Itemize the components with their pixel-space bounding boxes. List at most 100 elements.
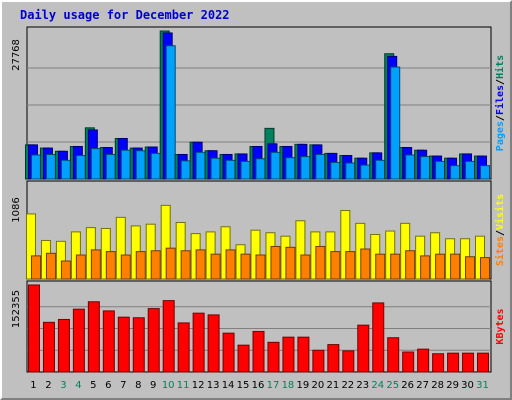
bar-kbytes-15 — [237, 344, 250, 373]
ymax-label-bot: 152355 — [11, 290, 22, 328]
bar-pages-31 — [480, 165, 491, 180]
bar-sites-18 — [285, 246, 296, 280]
bar-kbytes-1 — [27, 284, 40, 373]
x-tick-label: 15 — [237, 380, 250, 391]
bar-kbytes-5 — [87, 301, 100, 373]
bar-sites-1 — [30, 255, 41, 280]
bar-kbytes-24 — [372, 302, 385, 373]
legend-kbytes: KBytes — [495, 308, 506, 344]
bar-pages-22 — [345, 162, 356, 180]
bar-pages-20 — [315, 153, 326, 180]
bar-kbytes-10 — [162, 300, 175, 373]
x-tick-label: 7 — [120, 380, 126, 391]
bar-pages-7 — [120, 149, 131, 180]
bar-kbytes-3 — [57, 318, 70, 373]
bar-pages-17 — [270, 151, 281, 180]
bar-sites-20 — [315, 245, 326, 280]
bar-pages-23 — [360, 164, 371, 180]
bar-kbytes-28 — [432, 353, 445, 373]
x-tick-label: 1 — [30, 380, 36, 391]
x-tick-label: 21 — [326, 380, 339, 391]
bar-kbytes-16 — [252, 330, 265, 373]
bar-sites-16 — [255, 254, 266, 280]
x-tick-label: 18 — [282, 380, 295, 391]
x-tick-label: 22 — [341, 380, 354, 391]
x-tick-label: 26 — [401, 380, 414, 391]
x-tick-label: 25 — [386, 380, 399, 391]
bar-kbytes-17 — [267, 341, 280, 373]
chart-title: Daily usage for December 2022 — [20, 8, 230, 22]
bar-kbytes-26 — [402, 351, 415, 373]
bar-sites-6 — [105, 251, 116, 280]
bar-sites-8 — [135, 251, 146, 280]
bar-pages-21 — [330, 161, 341, 180]
bar-sites-27 — [420, 255, 431, 280]
x-tick-label: 19 — [297, 380, 310, 391]
x-tick-label: 8 — [135, 380, 141, 391]
x-tick-label: 12 — [192, 380, 205, 391]
x-tick-label: 23 — [356, 380, 369, 391]
x-tick-label: 4 — [75, 380, 81, 391]
bar-pages-26 — [405, 154, 416, 180]
bar-kbytes-19 — [297, 336, 310, 373]
x-tick-label: 10 — [162, 380, 175, 391]
x-tick-label: 30 — [461, 380, 474, 391]
legend-sites: Sites — [494, 236, 506, 266]
bar-pages-3 — [60, 159, 71, 180]
x-tick-label: 17 — [267, 380, 280, 391]
bar-pages-29 — [450, 165, 461, 180]
bar-pages-28 — [435, 160, 446, 180]
x-tick-label: 16 — [252, 380, 265, 391]
bar-sites-7 — [120, 254, 131, 280]
bar-sites-10 — [165, 247, 176, 280]
bar-kbytes-14 — [222, 332, 235, 373]
bar-pages-13 — [210, 157, 221, 180]
bar-sites-24 — [375, 253, 386, 280]
bar-kbytes-27 — [417, 348, 430, 373]
bar-kbytes-22 — [342, 350, 355, 373]
x-tick-label: 29 — [446, 380, 459, 391]
bar-pages-11 — [180, 160, 191, 180]
bar-pages-6 — [105, 153, 116, 180]
bar-pages-25 — [390, 66, 401, 180]
x-tick-label: 13 — [207, 380, 220, 391]
bar-sites-22 — [345, 251, 356, 280]
legend-visits: Visits — [494, 194, 506, 230]
x-tick-label: 3 — [60, 380, 66, 391]
bar-kbytes-11 — [177, 322, 190, 373]
bar-pages-8 — [135, 150, 146, 180]
bar-kbytes-6 — [102, 310, 115, 373]
bar-kbytes-21 — [327, 344, 340, 373]
x-tick-label: 31 — [476, 380, 489, 391]
bar-sites-15 — [240, 253, 251, 280]
bar-sites-5 — [90, 249, 101, 280]
series-legend-bot: KBytes — [495, 308, 506, 344]
bar-sites-30 — [465, 256, 476, 280]
bar-sites-23 — [360, 248, 371, 280]
bar-kbytes-7 — [117, 316, 130, 373]
bar-kbytes-4 — [72, 308, 85, 373]
bar-pages-15 — [240, 160, 251, 180]
bar-pages-5 — [90, 148, 101, 180]
x-tick-label: 6 — [105, 380, 111, 391]
bar-pages-18 — [285, 157, 296, 180]
bar-kbytes-2 — [42, 321, 55, 373]
bar-kbytes-25 — [387, 337, 400, 373]
x-tick-label: 9 — [150, 380, 156, 391]
x-tick-label: 27 — [416, 380, 429, 391]
x-tick-label: 11 — [177, 380, 190, 391]
bar-pages-24 — [375, 159, 386, 180]
bar-pages-4 — [75, 155, 86, 180]
bar-kbytes-30 — [462, 352, 475, 373]
series-legend-mid: Sites/Visits — [494, 194, 506, 266]
bar-sites-4 — [75, 254, 86, 280]
bar-kbytes-13 — [207, 314, 220, 373]
bar-sites-11 — [180, 250, 191, 280]
bar-sites-17 — [270, 245, 281, 280]
bar-sites-12 — [195, 249, 206, 280]
x-tick-label: 28 — [431, 380, 444, 391]
legend-files: Files — [494, 85, 506, 115]
bar-kbytes-18 — [282, 336, 295, 373]
